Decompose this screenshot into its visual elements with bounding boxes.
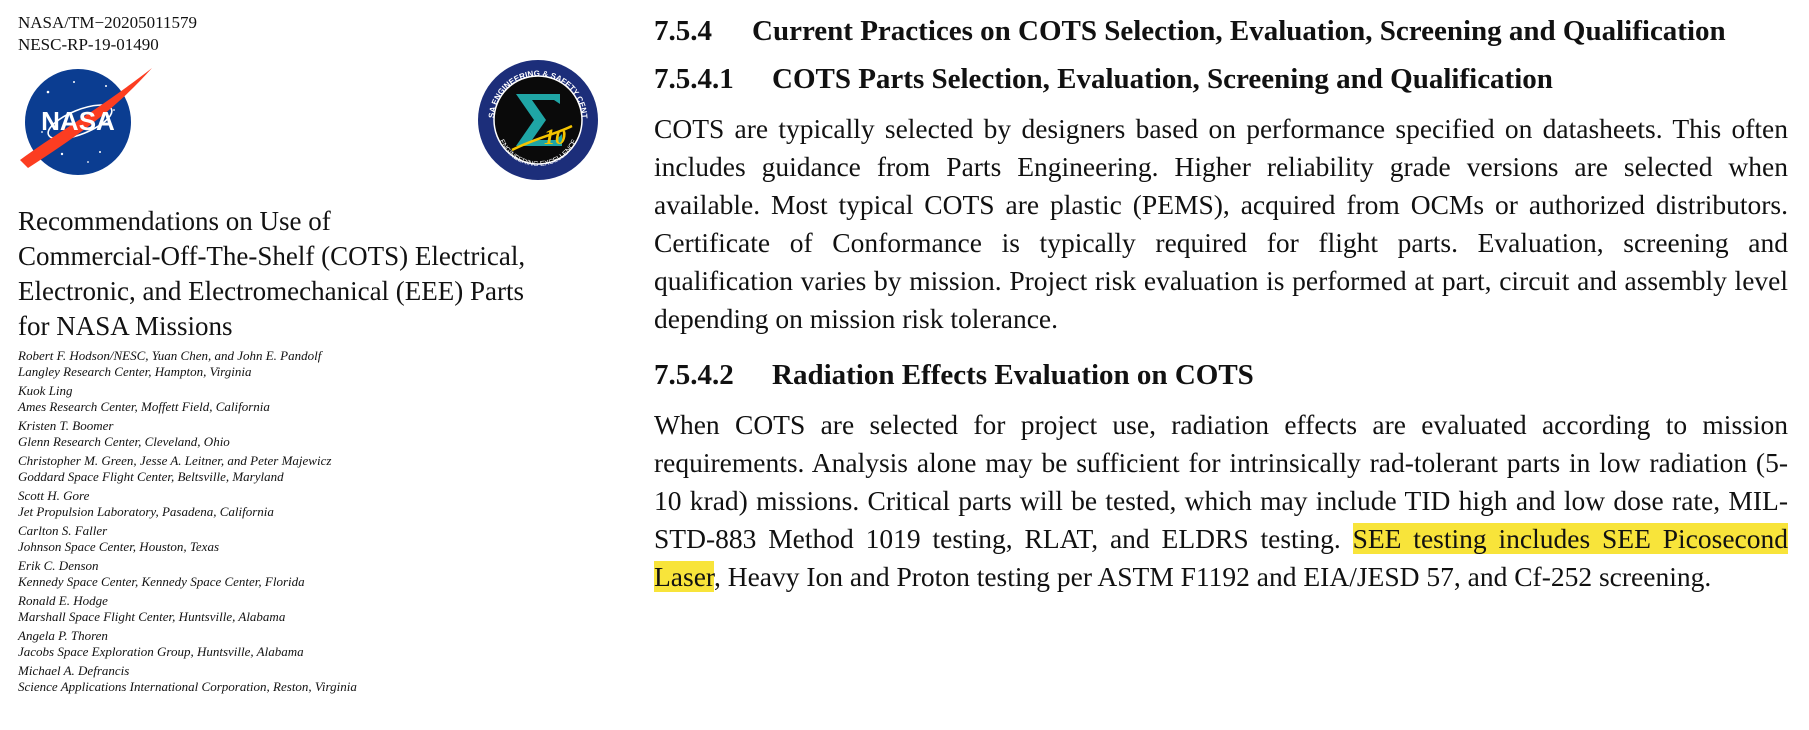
logo-row: NASA 10 NASA ENGINEERING & SAFETY CENTER… [18,58,638,208]
author-names: Angela P. Thoren [18,628,108,643]
title-line: Electronic, and Electromechanical (EEE) … [18,276,525,306]
report-cover-panel: NASA/TM−20205011579 NESC-RP-19-01490 NAS… [18,12,638,698]
section-heading: 7.5.4 Current Practices on COTS Selectio… [654,12,1788,50]
author-org: Johnson Space Center, Houston, Texas [18,539,220,554]
author-entry: Kuok Ling Ames Research Center, Moffett … [18,383,638,415]
paragraph-text: When COTS are selected for project use, … [654,409,1788,554]
report-ids: NASA/TM−20205011579 NESC-RP-19-01490 [18,12,638,56]
author-entry: Carlton S. Faller Johnson Space Center, … [18,523,638,555]
author-entry: Christopher M. Green, Jesse A. Leitner, … [18,453,638,485]
subsection-number: 7.5.4.1 [654,63,734,95]
author-org: Goddard Space Flight Center, Beltsville,… [18,469,284,484]
paragraph-text: , Heavy Ion and Proton testing per ASTM … [713,561,1712,592]
author-names: Scott H. Gore [18,488,90,503]
author-entry: Scott H. Gore Jet Propulsion Laboratory,… [18,488,638,520]
author-org: Jacobs Space Exploration Group, Huntsvil… [18,644,304,659]
author-entry: Michael A. Defrancis Science Application… [18,663,638,695]
author-entry: Robert F. Hodson/NESC, Yuan Chen, and Jo… [18,348,638,380]
subsection-number: 7.5.4.2 [654,359,734,391]
author-names: Erik C. Denson [18,558,99,573]
section-number: 7.5.4 [654,15,712,47]
report-body-panel: 7.5.4 Current Practices on COTS Selectio… [654,12,1788,614]
author-names: Kuok Ling [18,383,73,398]
author-names: Ronald E. Hodge [18,593,108,608]
title-line: for NASA Missions [18,311,233,341]
author-entry: Ronald E. Hodge Marshall Space Flight Ce… [18,593,638,625]
author-list: Robert F. Hodson/NESC, Yuan Chen, and Jo… [18,348,638,695]
author-org: Science Applications International Corpo… [18,679,357,694]
section-title: Current Practices on COTS Selection, Eva… [752,15,1726,47]
report-id-tm: NASA/TM−20205011579 [18,13,197,32]
document-title: Recommendations on Use of Commercial-Off… [18,204,638,344]
nesc-sigma-logo: 10 NASA ENGINEERING & SAFETY CENTER ENGI… [476,58,598,180]
author-org: Glenn Research Center, Cleveland, Ohio [18,434,230,449]
author-names: Kristen T. Boomer [18,418,114,433]
author-org: Marshall Space Flight Center, Huntsville… [18,609,286,624]
author-entry: Kristen T. Boomer Glenn Research Center,… [18,418,638,450]
title-line: Commercial-Off-The-Shelf (COTS) Electric… [18,241,526,271]
report-id-nesc: NESC-RP-19-01490 [18,35,159,54]
author-names: Carlton S. Faller [18,523,108,538]
author-entry: Angela P. Thoren Jacobs Space Exploratio… [18,628,638,660]
subsection-title: Radiation Effects Evaluation on COTS [772,359,1254,391]
author-names: Christopher M. Green, Jesse A. Leitner, … [18,453,332,468]
author-entry: Erik C. Denson Kennedy Space Center, Ken… [18,558,638,590]
subsection-heading: 7.5.4.2 Radiation Effects Evaluation on … [654,356,1788,394]
body-paragraph: COTS are typically selected by designers… [654,113,1788,334]
author-org: Jet Propulsion Laboratory, Pasadena, Cal… [18,504,274,519]
body-paragraph: When COTS are selected for project use, … [654,406,1788,596]
author-org: Kennedy Space Center, Kennedy Space Cent… [18,574,305,589]
author-org: Langley Research Center, Hampton, Virgin… [18,364,252,379]
nasa-meatball-logo: NASA [20,68,152,175]
author-names: Robert F. Hodson/NESC, Yuan Chen, and Jo… [18,348,322,363]
svg-text:NASA: NASA [41,106,115,136]
subsection-title: COTS Parts Selection, Evaluation, Screen… [772,63,1553,95]
subsection-heading: 7.5.4.1 COTS Parts Selection, Evaluation… [654,60,1788,98]
author-org: Ames Research Center, Moffett Field, Cal… [18,399,270,414]
title-line: Recommendations on Use of [18,206,331,236]
author-names: Michael A. Defrancis [18,663,130,678]
